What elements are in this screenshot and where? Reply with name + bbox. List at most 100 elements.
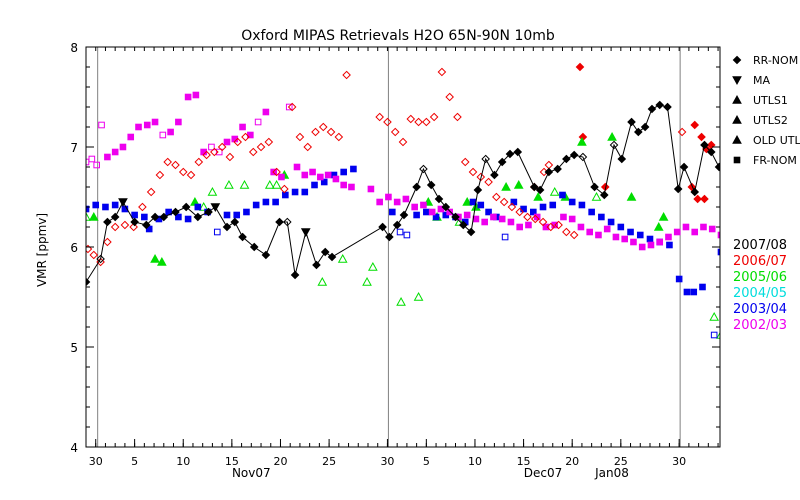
data-point bbox=[111, 201, 119, 209]
data-point bbox=[505, 149, 515, 159]
data-point bbox=[104, 153, 111, 161]
data-point bbox=[626, 191, 637, 201]
data-point bbox=[163, 157, 172, 167]
y-tick-label: 7 bbox=[70, 141, 78, 155]
data-point bbox=[233, 211, 241, 219]
legend-symbol-label: OLD UTLS bbox=[753, 134, 800, 147]
data-point bbox=[194, 203, 202, 211]
data-point bbox=[562, 227, 571, 237]
data-point bbox=[207, 186, 218, 196]
data-point bbox=[295, 132, 305, 142]
data-point bbox=[256, 142, 266, 152]
data-point bbox=[204, 207, 213, 217]
data-point bbox=[98, 121, 105, 129]
data-point bbox=[208, 143, 215, 151]
data-point bbox=[647, 104, 657, 114]
data-point bbox=[473, 185, 483, 195]
chart-title: Oxford MIPAS Retrievals H2O 65N-90N 10mb bbox=[241, 28, 555, 44]
data-point bbox=[530, 214, 540, 224]
data-point bbox=[732, 76, 742, 86]
data-point bbox=[710, 331, 718, 339]
data-point bbox=[291, 188, 299, 196]
data-point bbox=[103, 237, 112, 247]
data-point bbox=[213, 228, 221, 236]
data-point bbox=[311, 181, 318, 189]
data-point bbox=[290, 270, 300, 280]
data-point bbox=[665, 233, 672, 241]
data-point bbox=[499, 197, 509, 207]
data-point bbox=[603, 225, 611, 233]
data-point bbox=[301, 188, 309, 196]
data-point bbox=[630, 238, 637, 246]
data-point bbox=[423, 208, 430, 216]
data-point bbox=[462, 196, 473, 206]
data-point bbox=[262, 198, 270, 206]
series-line bbox=[86, 104, 720, 283]
data-point bbox=[399, 210, 409, 220]
data-point bbox=[682, 223, 690, 231]
data-point bbox=[621, 235, 629, 243]
data-point bbox=[252, 201, 260, 209]
data-point bbox=[320, 247, 330, 257]
data-point bbox=[312, 260, 321, 270]
data-point bbox=[437, 67, 447, 77]
x-tick-label: 5 bbox=[131, 455, 138, 468]
series-2002-03 bbox=[86, 91, 720, 251]
data-point bbox=[539, 203, 547, 211]
data-point bbox=[501, 233, 509, 241]
data-point bbox=[538, 217, 548, 227]
data-point bbox=[340, 181, 347, 189]
x-tick-label: 20 bbox=[273, 455, 287, 468]
data-point bbox=[131, 211, 138, 219]
data-point bbox=[406, 114, 416, 124]
data-point bbox=[490, 213, 497, 221]
y-tick-label: 4 bbox=[70, 441, 78, 455]
data-point bbox=[118, 198, 128, 208]
data-point bbox=[507, 202, 517, 212]
data-point bbox=[568, 215, 576, 223]
data-point bbox=[327, 252, 337, 262]
data-point bbox=[167, 128, 174, 136]
data-point bbox=[577, 136, 587, 146]
data-point bbox=[569, 150, 579, 160]
data-point bbox=[578, 201, 586, 209]
data-point bbox=[422, 117, 431, 127]
data-point bbox=[673, 228, 681, 236]
data-point bbox=[389, 208, 396, 216]
data-point bbox=[577, 223, 585, 231]
data-point bbox=[303, 142, 313, 152]
data-point bbox=[127, 133, 135, 141]
data-point bbox=[233, 137, 243, 147]
data-point bbox=[254, 118, 262, 126]
data-point bbox=[261, 250, 271, 260]
data-point bbox=[690, 187, 700, 197]
data-point bbox=[627, 228, 634, 236]
data-point bbox=[282, 217, 292, 227]
data-point bbox=[591, 191, 602, 201]
data-point bbox=[716, 331, 720, 339]
data-point bbox=[523, 212, 532, 222]
data-point bbox=[376, 198, 383, 206]
data-point bbox=[103, 217, 112, 227]
data-point bbox=[238, 232, 247, 242]
data-point bbox=[655, 100, 665, 110]
data-point bbox=[318, 122, 328, 132]
data-point bbox=[239, 179, 250, 189]
data-point bbox=[385, 232, 394, 242]
legend-symbol-label: MA bbox=[753, 74, 770, 87]
y-tick-label: 8 bbox=[70, 41, 78, 55]
data-point bbox=[317, 173, 324, 181]
data-point bbox=[507, 218, 515, 226]
x-tick-label: 5 bbox=[423, 455, 430, 468]
data-series bbox=[86, 62, 720, 339]
data-point bbox=[383, 117, 392, 127]
data-point bbox=[368, 261, 378, 271]
data-point bbox=[598, 213, 605, 221]
data-point bbox=[617, 223, 625, 231]
data-point bbox=[612, 233, 620, 241]
x-tick-label: 15 bbox=[225, 455, 239, 468]
data-point bbox=[413, 211, 420, 219]
data-point bbox=[733, 156, 741, 164]
data-point bbox=[553, 164, 562, 174]
